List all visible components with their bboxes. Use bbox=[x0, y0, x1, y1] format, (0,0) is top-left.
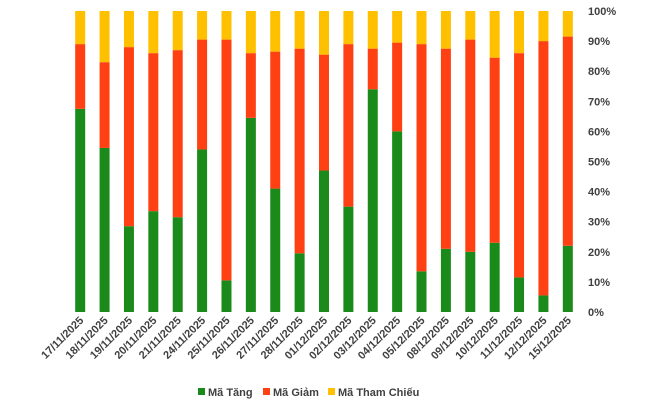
bar-segment-s1-3 bbox=[148, 53, 159, 212]
bar-segment-s2-17 bbox=[489, 11, 500, 58]
bar-segment-s0-16 bbox=[465, 251, 476, 312]
bar-segment-s0-19 bbox=[538, 295, 549, 312]
bar-segment-s1-5 bbox=[197, 39, 208, 150]
y-tick-label: 90% bbox=[588, 36, 610, 48]
legend: Mã Tăng Mã Giảm Mã Tham Chiếu bbox=[198, 387, 419, 399]
bar-segment-s0-5 bbox=[197, 149, 208, 312]
bar-segment-s1-0 bbox=[75, 44, 86, 109]
bar-segment-s0-3 bbox=[148, 211, 159, 312]
bar-segment-s1-19 bbox=[538, 41, 549, 296]
bar-segment-s2-1 bbox=[99, 11, 110, 63]
bar-segment-s0-0 bbox=[75, 108, 86, 312]
bar-segment-s1-7 bbox=[245, 53, 256, 118]
y-tick-label: 20% bbox=[588, 247, 610, 259]
bar-segment-s1-17 bbox=[489, 57, 500, 243]
bar-segment-s1-14 bbox=[416, 44, 427, 272]
y-tick-label: 50% bbox=[588, 157, 610, 169]
bar-segment-s1-18 bbox=[514, 53, 525, 278]
legend-label: Mã Giảm bbox=[273, 387, 319, 399]
bar-segment-s1-20 bbox=[562, 36, 573, 246]
bar-segment-s1-16 bbox=[465, 39, 476, 252]
bar-segment-s2-18 bbox=[514, 11, 525, 54]
bars-group bbox=[75, 11, 573, 312]
y-tick-label: 30% bbox=[588, 217, 610, 229]
bar-segment-s2-16 bbox=[465, 11, 476, 40]
bar-segment-s0-9 bbox=[294, 253, 305, 312]
bar-segment-s2-4 bbox=[172, 11, 183, 51]
legend-swatch bbox=[263, 388, 270, 395]
y-tick-label: 100% bbox=[588, 6, 616, 18]
bar-segment-s0-15 bbox=[440, 248, 451, 312]
bar-segment-s0-20 bbox=[562, 245, 573, 312]
bar-segment-s1-12 bbox=[367, 48, 378, 90]
legend-label: Mã Tăng bbox=[208, 387, 253, 399]
y-tick-label: 80% bbox=[588, 66, 610, 78]
bar-segment-s2-14 bbox=[416, 11, 427, 45]
bar-segment-s1-6 bbox=[221, 39, 232, 281]
bar-segment-s1-9 bbox=[294, 48, 305, 254]
bar-segment-s2-5 bbox=[197, 11, 208, 40]
bar-segment-s2-7 bbox=[245, 11, 256, 54]
legend-label: Mã Tham Chiếu bbox=[338, 387, 419, 399]
x-axis: 17/11/202518/11/202519/11/202520/11/2025… bbox=[39, 315, 574, 362]
y-tick-label: 40% bbox=[588, 187, 610, 199]
y-tick-label: 0% bbox=[588, 307, 604, 319]
bar-segment-s0-8 bbox=[270, 188, 281, 312]
bar-segment-s2-13 bbox=[392, 11, 403, 43]
bar-segment-s2-9 bbox=[294, 11, 305, 49]
bar-segment-s2-2 bbox=[123, 11, 134, 48]
bar-segment-s0-18 bbox=[514, 277, 525, 312]
bar-segment-s0-1 bbox=[99, 147, 110, 312]
bar-segment-s0-13 bbox=[392, 131, 403, 312]
bar-segment-s1-10 bbox=[319, 54, 329, 171]
bar-segment-s1-1 bbox=[99, 62, 110, 148]
bar-segment-s0-10 bbox=[319, 170, 329, 312]
bar-segment-s2-6 bbox=[221, 11, 232, 40]
bar-segment-s1-4 bbox=[172, 50, 183, 218]
bar-segment-s2-11 bbox=[343, 11, 354, 45]
bar-segment-s0-17 bbox=[489, 242, 500, 312]
bar-segment-s2-15 bbox=[440, 11, 451, 49]
bar-segment-s2-10 bbox=[319, 11, 329, 55]
bar-segment-s1-2 bbox=[123, 47, 134, 227]
bar-segment-s0-4 bbox=[172, 217, 183, 312]
bar-segment-s2-12 bbox=[367, 11, 378, 49]
legend-swatch bbox=[198, 388, 205, 395]
bar-segment-s1-15 bbox=[440, 48, 451, 249]
bar-segment-s0-11 bbox=[343, 206, 354, 312]
bar-segment-s2-0 bbox=[75, 11, 86, 45]
bar-segment-s2-8 bbox=[270, 11, 281, 52]
bar-segment-s2-20 bbox=[562, 11, 573, 37]
legend-swatch bbox=[328, 388, 335, 395]
bar-segment-s0-12 bbox=[367, 89, 378, 312]
bar-segment-s1-8 bbox=[270, 51, 281, 189]
y-tick-label: 70% bbox=[588, 96, 610, 108]
y-axis: 0% 10% 20% 30% 40% 50% 60% 70% 80% 90% 100% bbox=[588, 6, 616, 319]
bar-segment-s1-11 bbox=[343, 44, 354, 207]
bar-segment-s2-19 bbox=[538, 11, 549, 42]
bar-segment-s0-6 bbox=[221, 280, 232, 312]
bar-segment-s0-7 bbox=[245, 117, 256, 312]
bar-segment-s2-3 bbox=[148, 11, 159, 54]
bar-segment-s1-13 bbox=[392, 42, 403, 132]
bar-segment-s0-14 bbox=[416, 271, 427, 312]
y-tick-label: 10% bbox=[588, 277, 610, 289]
bar-segment-s0-2 bbox=[123, 226, 134, 312]
y-tick-label: 60% bbox=[588, 126, 610, 138]
